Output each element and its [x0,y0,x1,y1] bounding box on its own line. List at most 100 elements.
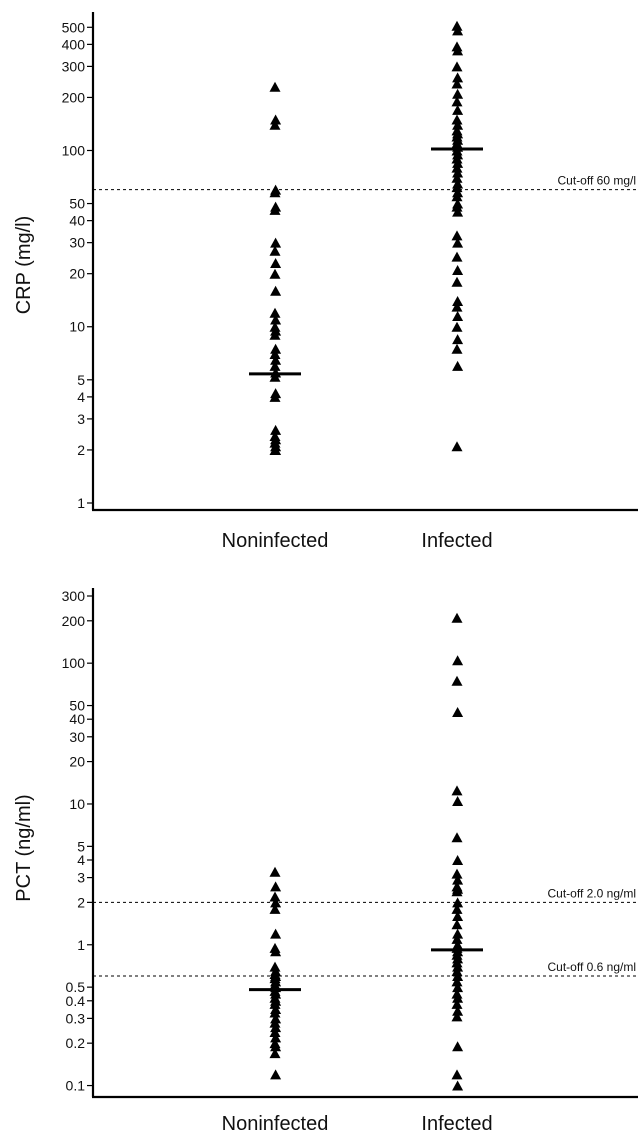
data-point [452,911,464,922]
data-point [270,1069,282,1080]
data-point [270,881,282,892]
data-point [451,919,463,930]
data-point [270,1032,282,1043]
data-point [269,268,281,279]
data-point [451,1069,463,1080]
data-point [270,354,282,365]
data-point [270,314,282,325]
y-tick-label: 200 [62,89,86,105]
data-point [269,1048,281,1059]
y-axis-title: CRP (mg/l) [13,216,35,315]
y-tick-label: 500 [62,19,86,35]
data-point [452,928,464,939]
y-tick-label: 2 [77,442,85,458]
data-point [452,897,464,908]
data-point [269,998,281,1009]
data-point [452,45,464,56]
data-point [452,655,464,666]
data-point [270,988,282,999]
data-point [451,832,463,843]
y-tick-label: 200 [62,613,86,629]
y-tick-label: 300 [62,588,86,604]
data-point [451,886,463,897]
data-point [269,321,281,332]
data-point [452,795,464,806]
y-tick-label: 4 [77,389,85,405]
data-point [451,1011,463,1022]
data-point [452,961,464,972]
category-label: Infected [421,530,492,552]
data-point [269,360,281,371]
y-tick-label: 100 [62,142,86,158]
data-point [451,230,463,241]
data-point [451,933,463,944]
data-point [269,866,281,877]
y-tick-label: 0.1 [66,1078,86,1094]
data-point [452,334,464,345]
data-point [451,114,463,125]
category-label: Infected [421,1113,492,1135]
data-point [269,1007,281,1018]
y-tick-label: 5 [77,372,85,388]
data-point [452,982,464,993]
data-point [452,206,464,217]
y-tick-label: 20 [69,754,85,770]
data-point [452,149,464,160]
data-point [270,237,282,248]
y-tick-label: 0.4 [66,993,86,1009]
data-point [270,424,282,435]
y-tick-label: 40 [69,213,85,229]
data-point [452,295,464,306]
data-point [452,992,464,1003]
data-point [451,182,463,193]
data-point [270,325,282,336]
data-point [451,612,463,623]
y-tick-label: 3 [77,411,85,427]
data-point [451,966,463,977]
y-tick-label: 300 [62,58,86,74]
data-point [451,153,463,164]
data-point [451,78,463,89]
data-point [452,874,464,885]
data-point [451,251,463,262]
data-point [269,903,281,914]
category-label: Noninfected [222,530,329,552]
y-tick-label: 100 [62,655,86,671]
data-point [451,343,463,354]
data-point [452,104,464,115]
y-tick-label: 0.3 [66,1010,86,1026]
data-point [270,444,282,455]
data-point [270,1013,282,1024]
data-point [452,1080,464,1091]
data-point [452,157,464,168]
data-point [452,25,464,36]
category-label: Noninfected [222,1113,329,1135]
data-point [270,1022,282,1033]
data-point [452,1041,464,1052]
y-tick-label: 5 [77,838,85,854]
data-point [269,204,281,215]
data-point [451,61,463,72]
data-point [451,441,463,452]
data-point [451,868,463,879]
cutoff-label: Cut-off 60 mg/l [558,174,636,188]
data-point [269,329,281,340]
data-point [451,957,463,968]
data-point [451,785,463,796]
y-tick-label: 3 [77,870,85,886]
data-point [451,998,463,1009]
data-point [269,187,281,198]
y-tick-label: 2 [77,894,85,910]
y-tick-label: 0.2 [66,1035,86,1051]
data-point [452,854,464,865]
data-point [452,167,464,178]
data-point [451,976,463,987]
y-axis-title: PCT (ng/ml) [13,794,35,901]
cutoff-label: Cut-off 0.6 ng/ml [548,960,637,974]
y-tick-label: 50 [69,698,85,714]
y-tick-label: 20 [69,266,85,282]
data-point [451,20,463,31]
